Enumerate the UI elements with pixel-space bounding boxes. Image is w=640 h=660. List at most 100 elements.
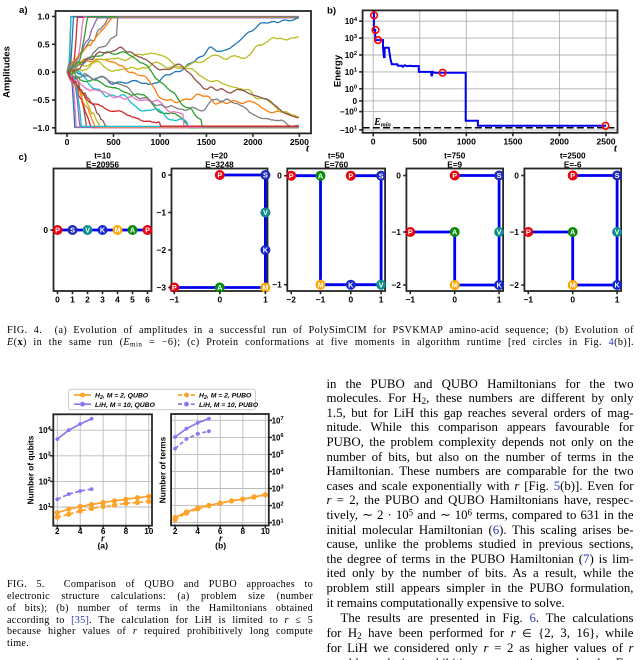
svg-text:−1: −1: [316, 294, 326, 304]
svg-text:P: P: [55, 226, 60, 235]
svg-text:a): a): [19, 5, 28, 16]
svg-text:2: 2: [85, 294, 90, 304]
svg-text:2: 2: [55, 527, 60, 536]
svg-text:S: S: [379, 171, 384, 180]
svg-text:107: 107: [272, 416, 284, 425]
svg-text:E=-6: E=-6: [564, 160, 582, 169]
svg-text:0: 0: [353, 97, 358, 106]
svg-text:1: 1: [379, 294, 384, 304]
svg-text:500: 500: [413, 136, 428, 146]
svg-text:0: 0: [348, 294, 353, 304]
svg-text:6: 6: [145, 294, 150, 304]
svg-text:2: 2: [173, 527, 178, 536]
svg-text:−2: −2: [156, 245, 166, 255]
svg-text:102: 102: [345, 51, 357, 60]
svg-text:0: 0: [570, 294, 575, 304]
svg-text:0: 0: [217, 294, 222, 304]
svg-text:t=20: t=20: [211, 152, 228, 161]
svg-text:K: K: [100, 226, 106, 235]
svg-text:−1: −1: [170, 294, 180, 304]
svg-text:b): b): [327, 6, 336, 17]
svg-text:K: K: [348, 280, 354, 289]
svg-text:r: r: [219, 533, 223, 543]
svg-text:t: t: [614, 144, 618, 155]
svg-text:M: M: [452, 281, 458, 290]
svg-text:0: 0: [371, 136, 376, 146]
svg-text:P: P: [452, 171, 457, 180]
svg-text:K: K: [496, 281, 502, 290]
svg-text:104: 104: [39, 426, 52, 435]
svg-text:−2: −2: [391, 280, 401, 290]
svg-text:−1: −1: [391, 227, 401, 237]
svg-text:−2: −2: [509, 280, 519, 290]
svg-text:−1.0: −1.0: [33, 123, 50, 133]
svg-text:103: 103: [345, 34, 358, 43]
svg-text:r: r: [101, 533, 105, 543]
svg-text:t: t: [306, 144, 310, 155]
svg-text:Number of qubits: Number of qubits: [26, 435, 36, 504]
svg-text:1.0: 1.0: [38, 12, 50, 22]
svg-text:P: P: [408, 228, 413, 237]
svg-text:8: 8: [241, 527, 246, 536]
svg-text:103: 103: [272, 484, 284, 493]
svg-text:t=2500: t=2500: [560, 152, 586, 161]
svg-text:P: P: [526, 228, 531, 237]
svg-text:0: 0: [452, 294, 457, 304]
svg-text:1: 1: [263, 294, 268, 304]
svg-text:c): c): [19, 152, 28, 163]
svg-text:1: 1: [70, 294, 75, 304]
svg-text:1500: 1500: [197, 137, 216, 147]
svg-text:4: 4: [195, 527, 200, 536]
svg-text:1: 1: [497, 294, 502, 304]
svg-text:H2, M = 2, QUBO: H2, M = 2, QUBO: [95, 393, 149, 402]
svg-text:105: 105: [272, 450, 284, 459]
svg-text:P: P: [570, 171, 575, 180]
svg-text:M: M: [317, 280, 323, 289]
svg-text:K: K: [614, 281, 620, 290]
svg-text:S: S: [497, 171, 502, 180]
svg-text:Amplitudes: Amplitudes: [2, 46, 13, 98]
svg-text:−101: −101: [340, 126, 358, 135]
svg-text:−1: −1: [406, 294, 416, 304]
svg-text:2000: 2000: [243, 137, 262, 147]
svg-text:A: A: [570, 228, 576, 237]
svg-text:Emin: Emin: [373, 117, 391, 129]
svg-text:0: 0: [43, 225, 48, 235]
svg-text:E=3248: E=3248: [205, 160, 234, 169]
svg-text:0.5: 0.5: [38, 39, 50, 49]
svg-text:100: 100: [345, 85, 357, 94]
svg-text:M: M: [114, 226, 120, 235]
svg-text:P: P: [289, 171, 294, 180]
svg-text:0: 0: [277, 171, 282, 181]
svg-text:4: 4: [78, 527, 83, 536]
svg-text:101: 101: [272, 518, 284, 527]
svg-text:E=9: E=9: [447, 160, 462, 169]
svg-text:2000: 2000: [550, 136, 569, 146]
svg-text:K: K: [263, 246, 269, 255]
svg-text:P: P: [172, 283, 177, 292]
svg-text:104: 104: [272, 467, 285, 476]
svg-text:106: 106: [272, 433, 284, 442]
svg-text:4: 4: [115, 294, 120, 304]
svg-text:8: 8: [124, 527, 129, 536]
svg-text:−1: −1: [156, 208, 166, 218]
svg-text:S: S: [70, 226, 75, 235]
svg-text:S: S: [615, 171, 620, 180]
svg-text:t=750: t=750: [444, 152, 466, 161]
svg-text:2500: 2500: [290, 137, 309, 147]
svg-text:0: 0: [396, 171, 401, 181]
svg-text:10: 10: [144, 527, 154, 536]
svg-text:−100: −100: [340, 107, 357, 116]
svg-text:103: 103: [39, 452, 51, 461]
svg-text:0: 0: [65, 137, 70, 147]
svg-text:500: 500: [106, 137, 121, 147]
svg-text:LiH, M = 10, QUBO: LiH, M = 10, QUBO: [95, 402, 156, 409]
svg-text:V: V: [263, 208, 268, 217]
svg-text:−1: −1: [509, 227, 519, 237]
svg-text:−1: −1: [272, 280, 282, 290]
svg-text:102: 102: [39, 477, 51, 486]
svg-text:A: A: [318, 171, 324, 180]
svg-text:t=10: t=10: [94, 152, 111, 161]
svg-text:10: 10: [261, 527, 271, 536]
svg-text:101: 101: [345, 68, 358, 77]
